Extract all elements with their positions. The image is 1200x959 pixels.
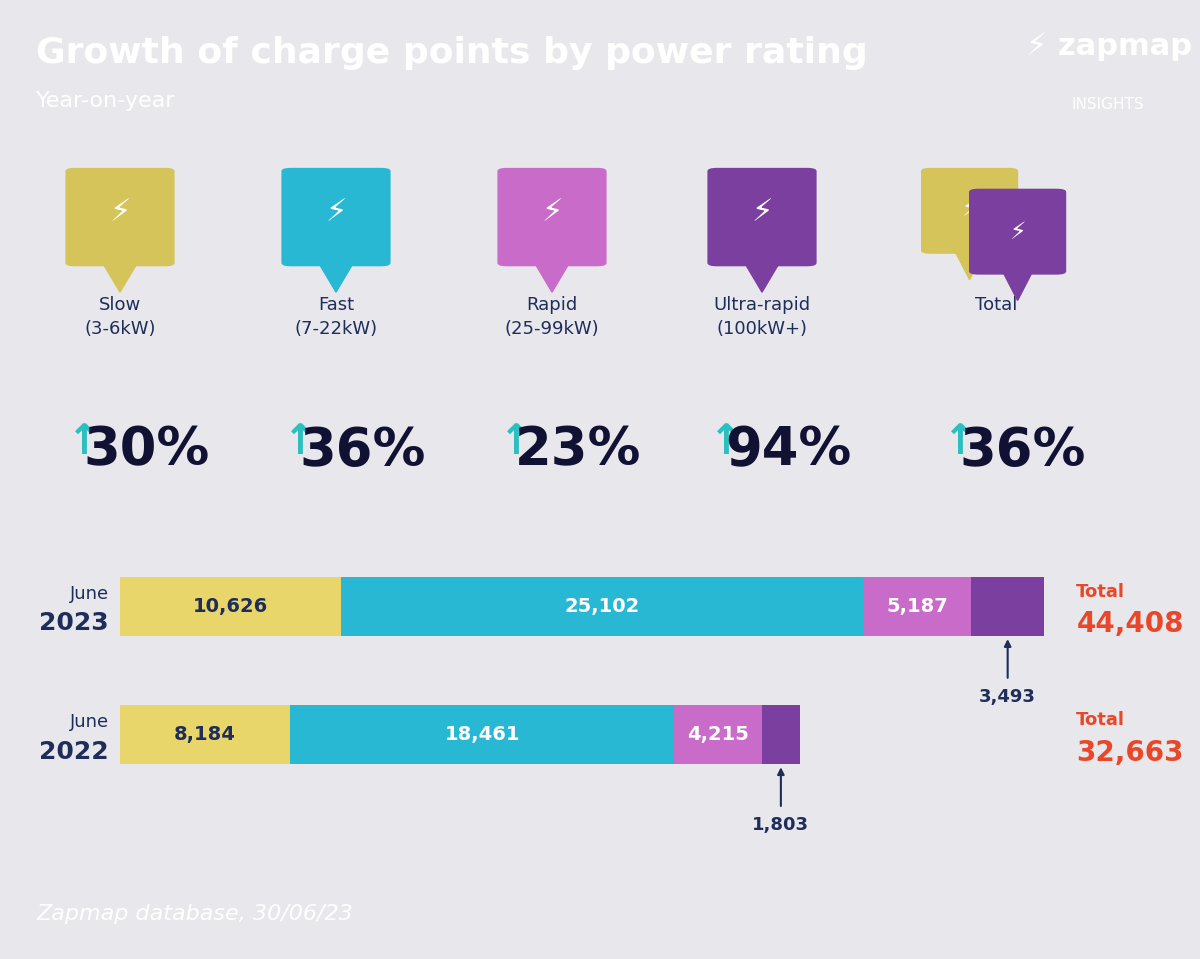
Polygon shape: [101, 259, 140, 292]
Text: ↑: ↑: [66, 421, 102, 463]
Text: 1,803: 1,803: [752, 816, 809, 833]
Text: 8,184: 8,184: [174, 725, 236, 744]
Text: Total: Total: [1076, 711, 1126, 729]
FancyBboxPatch shape: [708, 168, 817, 267]
Text: ⚡: ⚡: [961, 197, 978, 221]
Text: 94%: 94%: [725, 425, 852, 477]
Text: 2023: 2023: [40, 612, 109, 636]
Text: 4,215: 4,215: [688, 725, 749, 744]
Text: 5,187: 5,187: [887, 597, 948, 617]
Polygon shape: [953, 246, 986, 280]
Text: 2022: 2022: [40, 739, 109, 763]
Text: ⚡: ⚡: [541, 199, 563, 227]
Text: ⚡: ⚡: [109, 199, 131, 227]
Text: ↑: ↑: [708, 421, 744, 463]
Polygon shape: [1001, 268, 1034, 300]
Polygon shape: [317, 259, 356, 292]
FancyBboxPatch shape: [970, 189, 1067, 274]
Bar: [341, 577, 863, 636]
Text: 44,408: 44,408: [1076, 611, 1184, 639]
Text: ↑: ↑: [282, 421, 318, 463]
Text: Year-on-year: Year-on-year: [36, 90, 175, 110]
FancyBboxPatch shape: [498, 168, 607, 267]
Text: ↑: ↑: [498, 421, 534, 463]
Text: Zapmap database, 30/06/23: Zapmap database, 30/06/23: [36, 904, 353, 924]
Text: 23%: 23%: [515, 425, 642, 477]
Text: 36%: 36%: [299, 425, 426, 477]
Text: 25,102: 25,102: [565, 597, 640, 617]
Bar: [762, 705, 799, 764]
Text: Total: Total: [974, 296, 1018, 315]
Text: ⚡ zapmap: ⚡ zapmap: [1026, 33, 1192, 61]
Text: 32,663: 32,663: [1076, 738, 1184, 766]
Text: Slow
(3-6kW): Slow (3-6kW): [84, 296, 156, 338]
Text: ⚡: ⚡: [325, 199, 347, 227]
Bar: [971, 577, 1044, 636]
Bar: [290, 705, 674, 764]
FancyBboxPatch shape: [66, 168, 175, 267]
Text: Ultra-rapid
(100kW+): Ultra-rapid (100kW+): [714, 296, 810, 338]
Text: INSIGHTS: INSIGHTS: [1072, 97, 1145, 112]
Text: 18,461: 18,461: [444, 725, 520, 744]
Polygon shape: [533, 259, 572, 292]
Text: Growth of charge points by power rating: Growth of charge points by power rating: [36, 36, 868, 70]
Text: 10,626: 10,626: [193, 597, 268, 617]
FancyBboxPatch shape: [922, 168, 1018, 254]
Text: June: June: [70, 585, 109, 603]
Bar: [674, 705, 762, 764]
Text: 3,493: 3,493: [979, 688, 1036, 706]
Text: ⚡: ⚡: [1009, 220, 1026, 244]
Text: ↑: ↑: [942, 421, 978, 463]
Text: 30%: 30%: [83, 425, 210, 477]
Text: Rapid
(25-99kW): Rapid (25-99kW): [505, 296, 599, 338]
Bar: [863, 577, 971, 636]
Bar: [120, 577, 341, 636]
FancyBboxPatch shape: [282, 168, 391, 267]
Text: Total: Total: [1076, 583, 1126, 601]
Text: 36%: 36%: [959, 425, 1086, 477]
Text: Fast
(7-22kW): Fast (7-22kW): [294, 296, 378, 338]
Bar: [120, 705, 290, 764]
Text: June: June: [70, 713, 109, 731]
Text: ⚡: ⚡: [751, 199, 773, 227]
Polygon shape: [742, 259, 782, 292]
